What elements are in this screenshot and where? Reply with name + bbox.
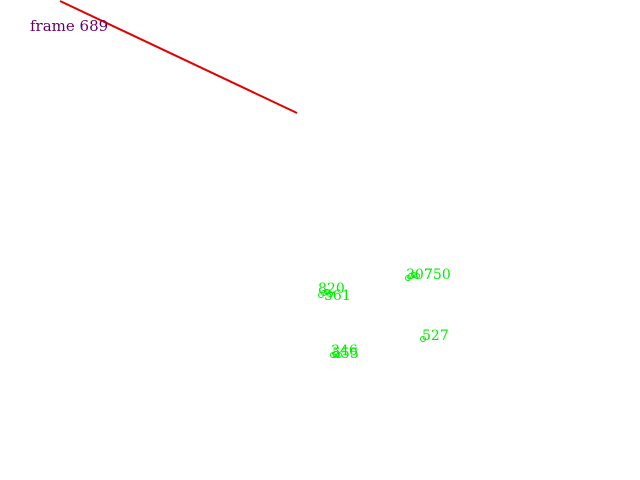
point-label: 527 — [422, 328, 449, 344]
point-label: 555 — [332, 346, 359, 362]
point-label: 750 — [424, 267, 451, 283]
point-label: 561 — [324, 288, 351, 304]
point-cluster: 527 — [421, 328, 449, 344]
frame-label: frame 689 — [30, 17, 108, 35]
